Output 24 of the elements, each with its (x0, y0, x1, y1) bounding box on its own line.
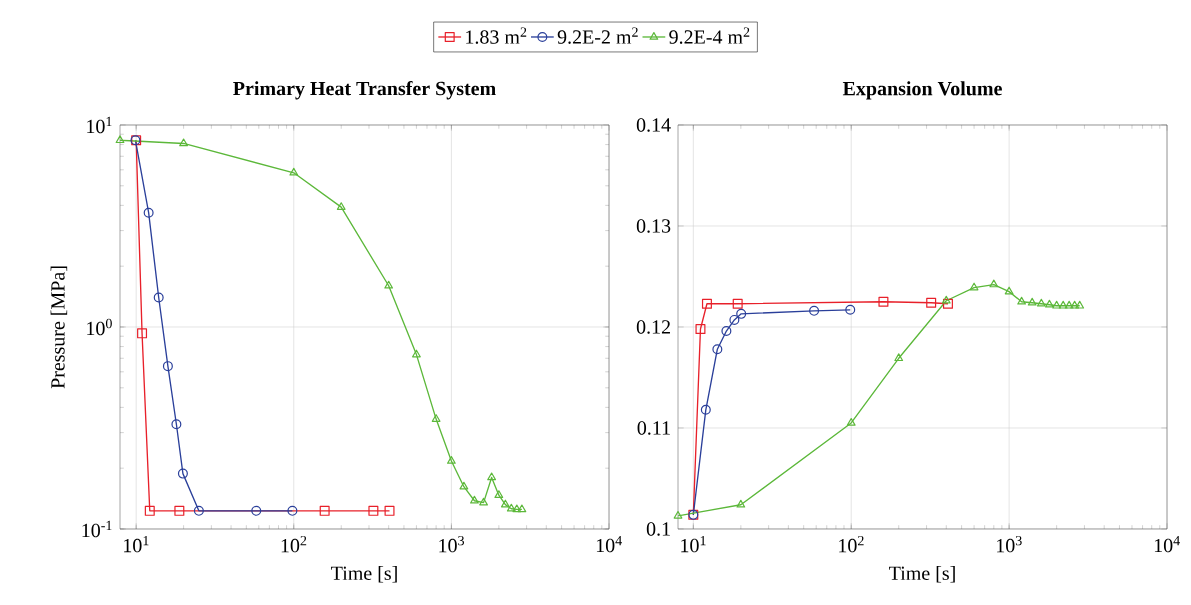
x-tick-label: 10$^{1}$ (681, 535, 706, 553)
x-tick-label: 10$^{2}$ (281, 535, 307, 553)
x-tick-label: 10$^{4}$ (596, 535, 622, 553)
legend-label: 9.2E-2 m$^{2}$ (557, 27, 638, 44)
y-tick-label: 10$^{1}$ (87, 116, 112, 134)
x-tick-label: 10$^{3}$ (997, 535, 1022, 553)
chart-title: Expansion Volume (842, 81, 1002, 100)
x-axis-title: Time [s] (889, 565, 955, 583)
x-axis-title: Time [s] (331, 565, 397, 583)
y-tick-label: 0.11 (637, 421, 670, 435)
y-tick-label: 0.13 (636, 219, 671, 233)
y-tick-label: 10$^{0}$ (87, 318, 112, 336)
y-tick-label: 0.1 (646, 522, 670, 536)
x-tick-label: 10$^{4}$ (1154, 535, 1180, 553)
x-tick-label: 10$^{1}$ (124, 535, 149, 553)
y-tick-label: 0.12 (636, 320, 670, 334)
y-tick-label: 0.14 (636, 118, 671, 132)
y-tick-label: 10$^{-1}$ (82, 520, 112, 538)
legend-label: 9.2E-4 m$^{2}$ (669, 27, 750, 44)
legend-label: 1.83 m$^{2}$ (466, 27, 527, 44)
y-axis-title: Pressure [MPa] (50, 266, 68, 389)
x-tick-label: 10$^{2}$ (839, 535, 864, 553)
x-tick-label: 10$^{3}$ (439, 535, 464, 553)
chart-title: Primary Heat Transfer System (233, 81, 496, 100)
